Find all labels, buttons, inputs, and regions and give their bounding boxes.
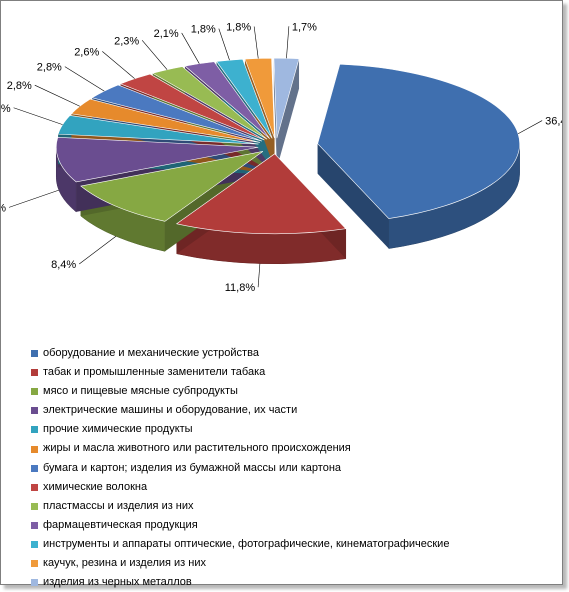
data-label: 8,4%	[51, 259, 76, 271]
data-label: 2,1%	[154, 28, 179, 40]
legend-item: мясо и пищевые мясные субпродукты	[31, 382, 449, 401]
leader-line	[181, 32, 200, 64]
data-label: 1,8%	[226, 22, 251, 34]
pie-slice	[57, 115, 259, 145]
leader-line	[8, 189, 59, 208]
legend-swatch	[31, 426, 38, 434]
data-label: 2,6%	[74, 46, 99, 58]
legend-label: жиры и масла животного или растительного…	[43, 442, 351, 455]
leader-line	[218, 28, 230, 61]
data-label: 7,8%	[1, 202, 6, 214]
data-label: 2,8%	[37, 62, 62, 74]
pie-tops	[55, 57, 520, 235]
legend-item: жиры и масла животного или растительного…	[31, 439, 449, 458]
pie-slice-wall	[276, 58, 300, 169]
legend-item: химические волокна	[31, 478, 449, 497]
legend-label: фармацевтическая продукция	[43, 518, 198, 531]
legend-label: пластмассы и изделия из них	[43, 499, 194, 512]
legend-label: химические волокна	[43, 480, 148, 493]
legend-label: инструменты и аппараты оптические, фотог…	[43, 537, 450, 550]
legend-label: бумага и картон; изделия из бумажной мас…	[43, 461, 342, 474]
legend-item: прочие химические продукты	[31, 420, 449, 439]
pie-slice	[55, 137, 259, 183]
legend-item: оборудование и механические устройства	[31, 344, 449, 363]
legend-swatch	[31, 540, 38, 548]
legend-label: электрические машины и оборудование, их …	[43, 404, 298, 417]
legend-label: каучук, резина и изделия из них	[43, 557, 206, 570]
legend-item: электрические машины и оборудование, их …	[31, 401, 449, 420]
pie-slice	[151, 66, 268, 140]
pie-slice-wall	[317, 143, 389, 249]
data-label: 3,3%	[1, 103, 11, 115]
leader-line	[286, 26, 290, 59]
legend: оборудование и механические устройства та…	[31, 344, 449, 592]
pie-slice	[317, 63, 520, 219]
data-label: 36,4%	[545, 116, 562, 128]
legend-swatch	[31, 560, 38, 568]
data-label: 1,7%	[292, 21, 317, 33]
legend-swatch	[31, 407, 38, 415]
legend-swatch	[31, 502, 38, 510]
legend-item: пластмассы и изделия из них	[31, 497, 449, 516]
pie-labels: 36,4% 11,8% 8,4% 7,8% 3,3% 2,8% 2,8% 2,6% 2,3% 2,…	[1, 21, 562, 294]
pie-slice	[175, 153, 347, 235]
data-label: 2,8%	[7, 80, 32, 92]
legend-label: оборудование и механические устройства	[43, 347, 259, 359]
legend-item: бумага и картон; изделия из бумажной мас…	[31, 459, 449, 478]
legend-item: изделия из черных металлов	[31, 573, 449, 592]
leader-line	[141, 40, 168, 70]
legend-item: инструменты и аппараты оптические, фотог…	[31, 535, 449, 554]
leader-line	[64, 66, 105, 92]
leader-line	[102, 51, 135, 79]
legend-swatch	[31, 445, 38, 453]
legend-swatch	[31, 350, 38, 358]
pie-slice	[91, 84, 263, 142]
leader-line	[13, 107, 63, 125]
leader-line	[79, 236, 117, 265]
data-label: 1,8%	[191, 24, 216, 36]
legend-swatch	[31, 483, 38, 491]
legend-label: табак и промышленные заменители табака	[43, 366, 266, 379]
leader-line	[257, 263, 261, 288]
legend-label: прочие химические продукты	[43, 423, 193, 436]
pie-chart: 36,4% 11,8% 8,4% 7,8% 3,3% 2,8% 2,8% 2,6% 2,3% 2,…	[1, 21, 562, 294]
pie-slice	[80, 151, 264, 222]
leader-line	[34, 84, 80, 107]
legend-item: каучук, резина и изделия из них	[31, 554, 449, 573]
leader-line	[517, 120, 543, 135]
legend-swatch	[31, 521, 38, 529]
legend-item: табак и промышленные заменители табака	[31, 363, 449, 382]
legend-swatch	[31, 388, 38, 396]
legend-label: мясо и пищевые мясные субпродукты	[43, 385, 238, 398]
legend-label: изделия из черных металлов	[43, 576, 192, 589]
leader-line	[253, 26, 259, 59]
legend-swatch	[31, 369, 38, 377]
legend-swatch	[31, 579, 38, 587]
data-label: 2,3%	[114, 35, 139, 47]
legend-item: фармацевтическая продукция	[31, 516, 449, 535]
data-label: 11,8%	[225, 282, 256, 294]
legend-swatch	[31, 464, 38, 472]
